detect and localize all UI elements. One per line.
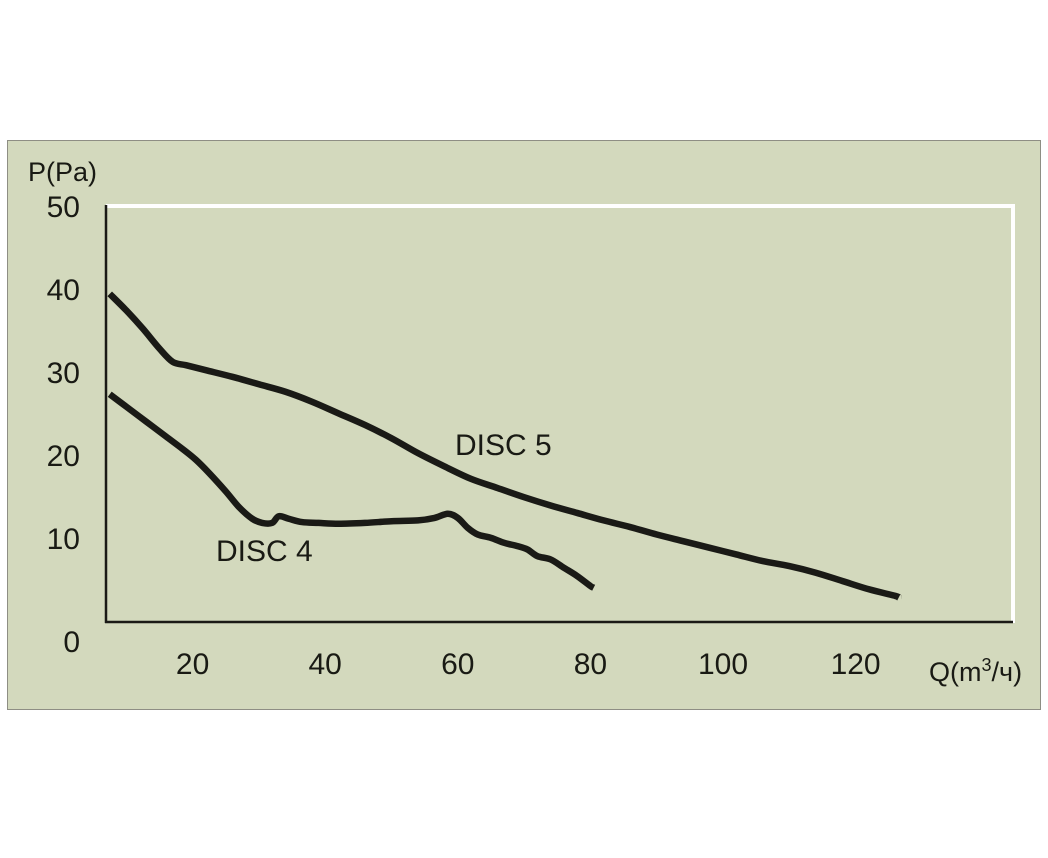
x-tick-label-20: 20 — [175, 648, 210, 681]
chart-panel-background — [7, 140, 1041, 710]
y-tick-label-10: 10 — [46, 522, 80, 556]
series-label-disc-4: DISC 4 — [216, 535, 313, 568]
x-tick-label-120: 120 — [830, 648, 881, 681]
x-axis-title: Q(m3/ч) — [929, 655, 1023, 688]
y-tick-label-50: 50 — [46, 190, 80, 224]
x-tick-label-60: 60 — [441, 648, 475, 681]
y-tick-label-0: 0 — [63, 625, 80, 659]
x-tick-label-40: 40 — [308, 648, 342, 681]
series-label-disc-5: DISC 5 — [455, 429, 552, 462]
y-tick-label-20: 20 — [46, 439, 80, 473]
x-axis-title-tail: /ч) — [991, 657, 1023, 687]
y-tick-label-30: 30 — [46, 356, 80, 390]
x-tick-label-80: 80 — [573, 648, 608, 681]
y-axis-title: P(Pa) — [28, 157, 98, 187]
x-axis-title-base: Q(m — [929, 657, 982, 687]
x-axis-title-exponent: 3 — [981, 655, 992, 675]
y-tick-label-40: 40 — [46, 273, 80, 307]
x-tick-label-100: 100 — [697, 648, 749, 681]
